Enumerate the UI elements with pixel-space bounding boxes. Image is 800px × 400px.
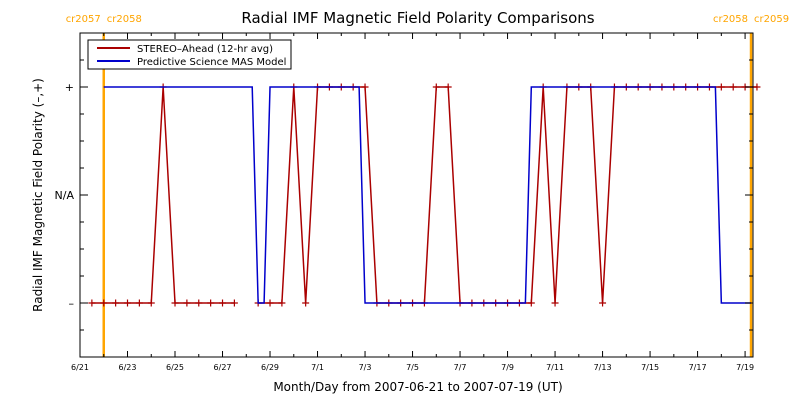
x-tick-label: 6/27 <box>214 363 232 372</box>
y-tick-label: – <box>69 297 75 310</box>
axes: 6/21 6/23 6/25 6/27 6/29 7/1 7/3 7/5 7/7 7/9 7/11 7… <box>55 32 754 372</box>
legend-label-stereo: STEREO–Ahead (12-hr avg) <box>137 44 273 55</box>
stereo-data-point <box>717 83 725 91</box>
plot-frame <box>79 32 754 358</box>
x-tick-label: 7/17 <box>689 363 707 372</box>
stereo-data-point <box>124 299 132 307</box>
rotation-label-right: cr2058 <box>107 14 142 25</box>
x-tick-label: 7/13 <box>594 363 612 372</box>
rotation-label-left: cr2057 <box>66 14 101 25</box>
stereo-data-point <box>432 83 440 91</box>
rotation-label-left: cr2058 <box>713 14 748 25</box>
stereo-data-point <box>230 299 238 307</box>
legend: STEREO–Ahead (12-hr avg) Predictive Scie… <box>87 39 292 70</box>
stereo-data-point <box>444 83 452 91</box>
stereo-data-point <box>147 299 155 307</box>
x-tick-label: 7/7 <box>454 363 467 372</box>
x-tick-label: 6/25 <box>166 363 184 372</box>
y-tick-label: + <box>65 81 74 94</box>
stereo-data-point <box>183 299 191 307</box>
y-axis-label: Radial IMF Magnetic Field Polarity (–,+) <box>31 78 45 312</box>
rotation-label-right: cr2059 <box>754 14 789 25</box>
stereo-data-point <box>88 299 96 307</box>
stereo-ahead-line <box>258 86 757 304</box>
stereo-data-point <box>171 299 179 307</box>
y-tick-label: N/A <box>55 189 75 202</box>
stereo-data-point <box>195 299 203 307</box>
legend-box <box>87 39 292 70</box>
x-axis-label: Month/Day from 2007-06-21 to 2007-07-19 … <box>273 380 562 394</box>
stereo-data-point <box>135 299 143 307</box>
stereo-data-point <box>729 83 737 91</box>
stereo-data-point <box>361 83 369 91</box>
x-tick-label: 7/9 <box>501 363 514 372</box>
stereo-data-point <box>551 299 559 307</box>
x-tick-label: 7/1 <box>311 363 324 372</box>
stereo-data-point <box>219 299 227 307</box>
x-tick-label: 7/11 <box>546 363 564 372</box>
x-tick-label: 6/23 <box>119 363 137 372</box>
stereo-ahead-line <box>91 86 235 304</box>
stereo-data-point <box>527 299 535 307</box>
stereo-data-point <box>753 83 761 91</box>
x-tick-label: 7/15 <box>641 363 659 372</box>
stereo-data-point <box>266 299 274 307</box>
x-tick-label: 6/21 <box>71 363 89 372</box>
stereo-data-point <box>278 299 286 307</box>
stereo-data-point <box>100 299 108 307</box>
x-tick-label: 7/5 <box>406 363 419 372</box>
x-tick-label: 7/3 <box>359 363 372 372</box>
legend-label-mas: Predictive Science MAS Model <box>137 57 286 68</box>
stereo-data-point <box>599 299 607 307</box>
x-tick-label: 6/29 <box>261 363 279 372</box>
stereo-data-point <box>302 299 310 307</box>
x-tick-label: 7/19 <box>736 363 754 372</box>
stereo-data-point <box>112 299 120 307</box>
stereo-data-point <box>207 299 215 307</box>
series-layer <box>88 83 761 307</box>
chart-title: Radial IMF Magnetic Field Polarity Compa… <box>241 9 594 27</box>
mas-model-line <box>103 86 752 304</box>
